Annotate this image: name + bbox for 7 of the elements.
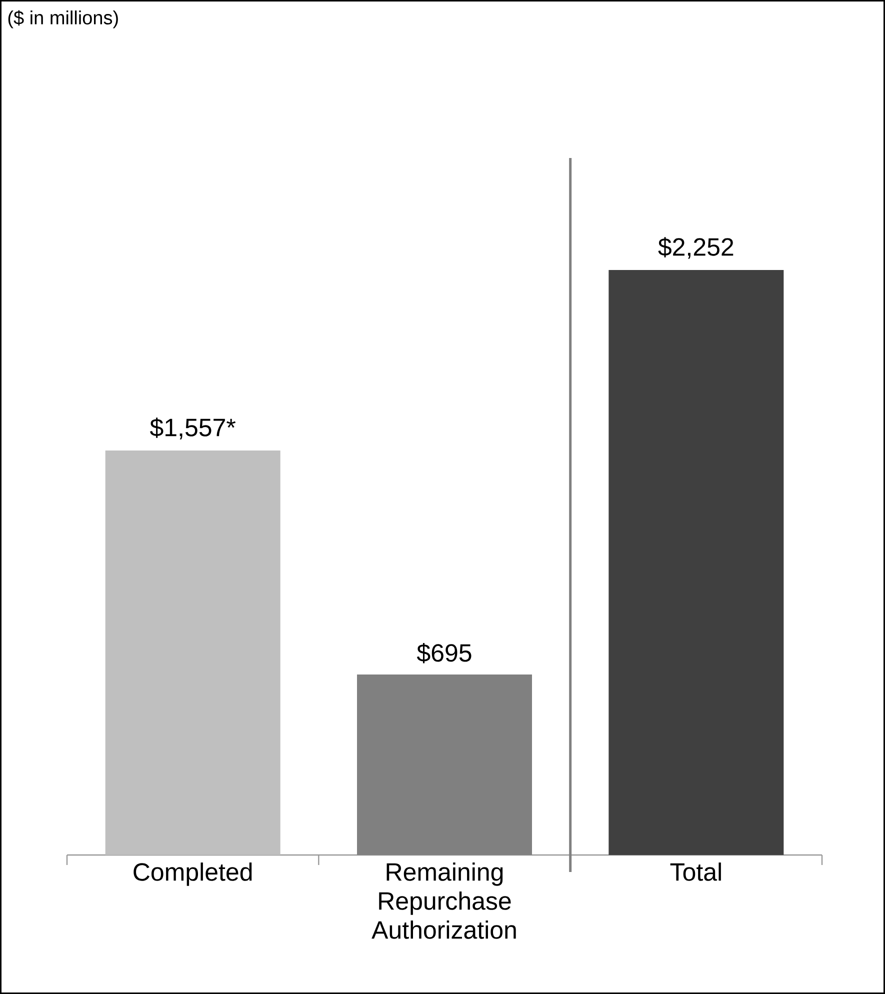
text: ($ in millions) xyxy=(8,10,118,28)
data-label: $695 xyxy=(416,643,472,664)
x-tick-label: Completed xyxy=(134,862,252,886)
data-label: $2,252 xyxy=(658,237,734,259)
x-tick-label: Total xyxy=(670,862,721,881)
data-label: $1,557* xyxy=(150,418,236,440)
x-tick-label: Remaining Repurchase Authorization xyxy=(372,862,516,939)
